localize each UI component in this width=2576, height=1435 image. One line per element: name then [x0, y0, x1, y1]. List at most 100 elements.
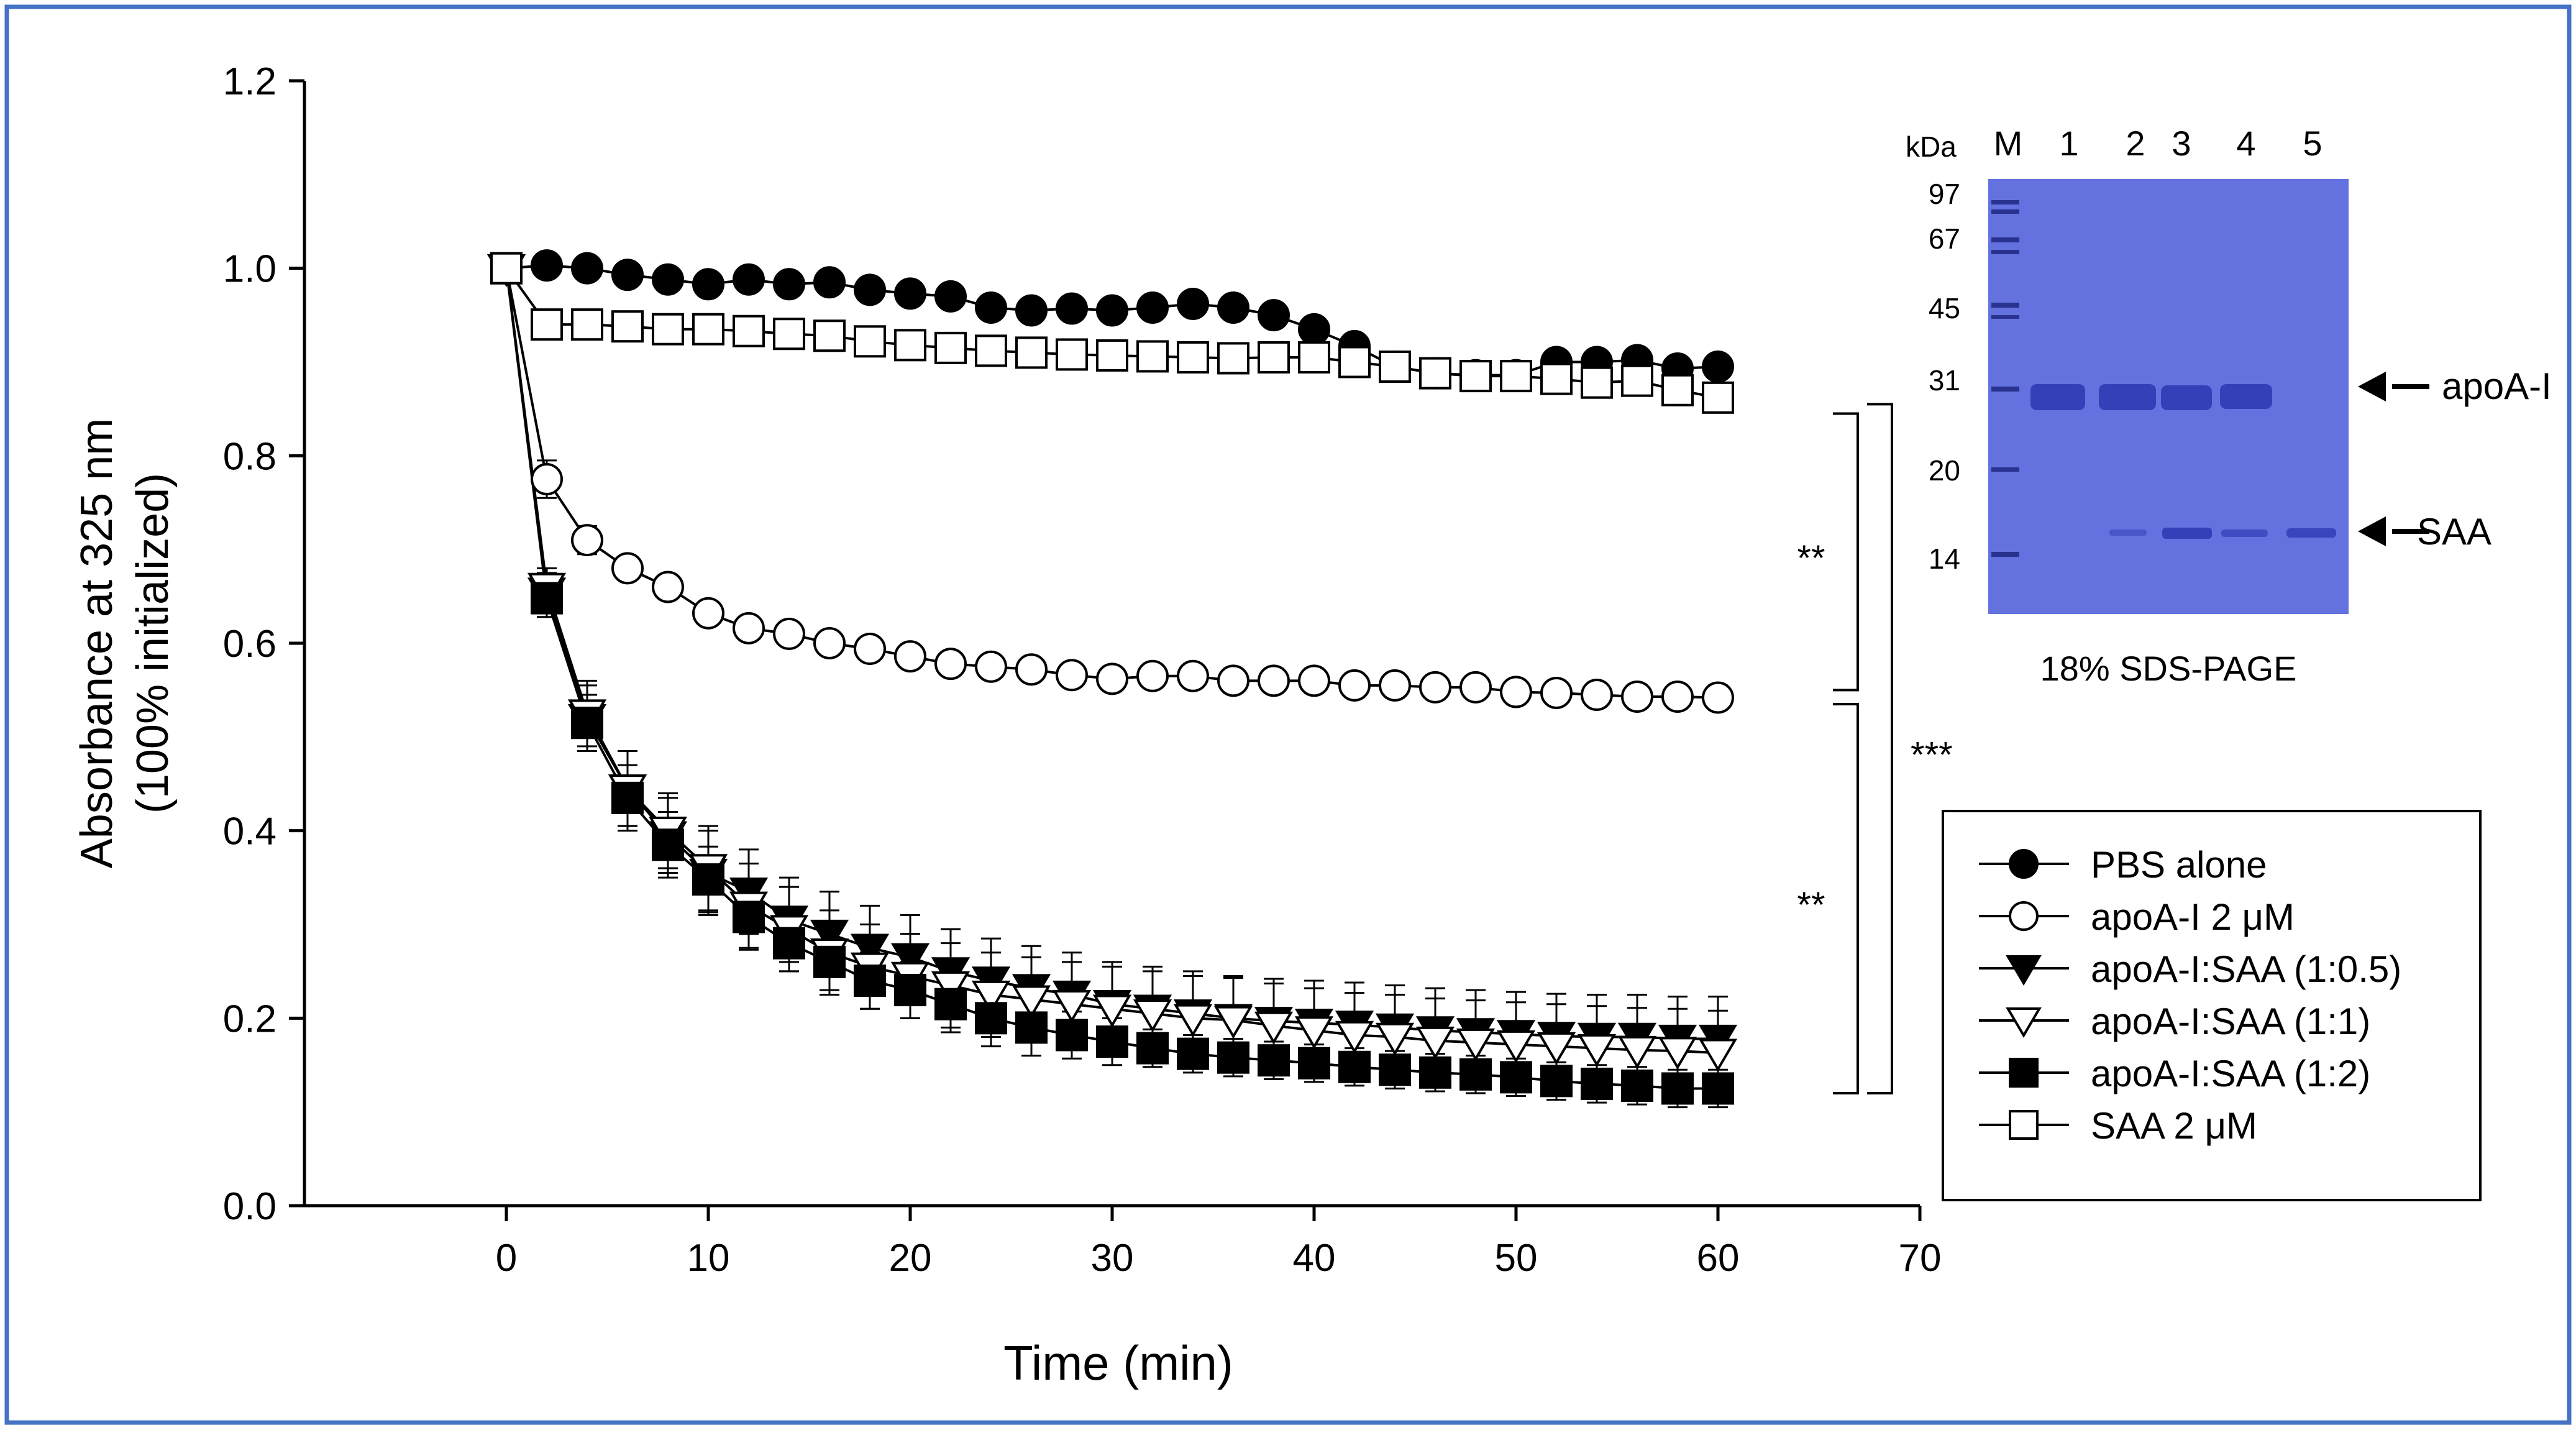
data-point-apoa-i-2-m	[1661, 680, 1694, 713]
data-point-apoa-i-saa-1-0-5	[850, 933, 890, 967]
gel-marker-14: 14	[1929, 543, 1960, 575]
gel-saa-bands	[2109, 528, 2336, 539]
gel-lane-label-m: M	[1994, 124, 2023, 163]
data-point-apoa-i-saa-1-0-5	[810, 919, 849, 953]
data-point-apoa-i-saa-1-1	[1496, 1030, 1536, 1063]
x-tick-label: 70	[1899, 1237, 1942, 1280]
data-point-saa-2-m	[1258, 341, 1290, 374]
significance-brackets: *******	[1797, 403, 1953, 1094]
data-point-apoa-i-2-m	[1621, 680, 1653, 713]
data-point-apoa-i-2-m	[1258, 664, 1290, 697]
data-point-apoa-i-saa-1-2	[531, 582, 563, 615]
gel-marker-ladder	[1991, 200, 2019, 557]
data-point-apoa-i-saa-1-2	[1338, 1050, 1371, 1083]
data-point-saa-2-m	[1581, 366, 1613, 399]
sds-page-inset: kDa M 1 2 3 4 5 97 67 45 31 20 14	[1906, 124, 2552, 688]
data-point-saa-2-m	[934, 331, 967, 364]
data-point-saa-2-m	[1702, 381, 1734, 414]
data-point-apoa-i-saa-1-2	[1581, 1067, 1613, 1100]
data-point-apoa-i-saa-1-2	[854, 965, 886, 997]
data-point-saa-2-m	[1459, 360, 1492, 393]
data-point-pbs-alone	[1177, 287, 1209, 320]
significance-bracket	[1867, 403, 1893, 1094]
data-point-apoa-i-2-m	[1217, 664, 1249, 697]
data-point-saa-2-m	[571, 308, 603, 341]
data-point-apoa-i-saa-1-2	[773, 927, 805, 960]
data-point-apoa-i-2-m	[1702, 681, 1734, 714]
gel-kda-label: kDa	[1906, 131, 1957, 163]
data-point-pbs-alone	[1136, 291, 1169, 324]
data-point-apoa-i-2-m	[773, 617, 805, 650]
data-point-pbs-alone	[1298, 313, 1330, 346]
data-point-apoa-i-saa-1-1	[1617, 1035, 1657, 1069]
data-point-apoa-i-2-m	[692, 597, 724, 630]
data-point-apoa-i-saa-1-2	[1621, 1069, 1653, 1102]
data-point-pbs-alone	[854, 273, 886, 306]
legend-label-pbs-alone: PBS alone	[2091, 844, 2267, 886]
data-point-apoa-i-saa-1-1	[1012, 985, 1051, 1019]
data-point-saa-2-m	[531, 308, 563, 341]
data-point-apoa-i-saa-1-2	[894, 974, 926, 1007]
data-point-saa-2-m	[1298, 341, 1330, 374]
significance-label: **	[1797, 538, 1825, 579]
data-point-apoa-i-saa-1-2	[611, 781, 644, 814]
significance-label: ***	[1911, 735, 1953, 776]
data-point-apoa-i-saa-1-2	[1379, 1053, 1411, 1086]
data-point-apoa-i-2-m	[1379, 669, 1411, 702]
data-point-apoa-i-2-m	[1015, 653, 1048, 686]
data-point-apoa-i-saa-1-2	[1015, 1011, 1048, 1044]
gel-lane-label-5: 5	[2303, 124, 2322, 163]
data-point-apoa-i-saa-1-1	[1092, 994, 1132, 1028]
data-point-apoa-i-saa-1-2	[692, 863, 724, 896]
data-point-apoa-i-saa-1-2	[733, 901, 765, 933]
data-point-apoa-i-saa-1-2	[1217, 1041, 1249, 1074]
legend-marker-apoa-i-2-m	[2009, 901, 2039, 931]
data-point-pbs-alone	[975, 291, 1007, 324]
data-point-apoa-i-saa-1-2	[571, 707, 603, 740]
data-point-apoa-i-saa-1-1	[1658, 1037, 1697, 1070]
data-point-apoa-i-2-m	[1056, 659, 1088, 692]
data-point-apoa-i-2-m	[1177, 659, 1209, 692]
y-tick-label: 0.0	[223, 1185, 276, 1228]
data-point-saa-2-m	[813, 319, 846, 352]
data-point-apoa-i-2-m	[733, 612, 765, 644]
data-point-pbs-alone	[571, 252, 603, 285]
data-point-apoa-i-2-m	[1136, 659, 1169, 692]
significance-bracket	[1833, 703, 1859, 1094]
data-point-apoa-i-saa-1-2	[1136, 1032, 1169, 1065]
data-point-apoa-i-2-m	[1338, 669, 1371, 702]
y-axis-label-line-2: (100% initialized)	[128, 473, 178, 814]
data-point-apoa-i-saa-1-1	[1254, 1011, 1294, 1045]
data-point-pbs-alone	[1096, 294, 1128, 327]
data-point-saa-2-m	[854, 325, 886, 358]
data-point-pbs-alone	[934, 280, 967, 313]
data-point-apoa-i-2-m	[934, 648, 967, 681]
data-point-apoa-i-2-m	[1419, 671, 1451, 704]
x-tick-label: 20	[889, 1237, 932, 1280]
data-point-pbs-alone	[652, 263, 684, 296]
data-point-apoa-i-saa-1-1	[1213, 1006, 1253, 1039]
y-axis-label-line-1: Absorbance at 325 nm	[72, 418, 122, 868]
data-point-apoa-i-2-m	[1096, 662, 1128, 695]
legend-label-apoa-i-saa-1-2: apoA-I:SAA (1:2)	[2091, 1053, 2370, 1094]
x-tick-label: 40	[1293, 1237, 1336, 1280]
data-point-apoa-i-2-m	[1540, 676, 1573, 709]
y-tick-label: 1.2	[223, 60, 276, 103]
gel-lane-label-4: 4	[2236, 124, 2255, 163]
data-point-apoa-i-2-m	[1459, 671, 1492, 704]
legend-label-apoa-i-saa-1-1: apoA-I:SAA (1:1)	[2091, 1001, 2370, 1042]
significance-bracket	[1833, 412, 1859, 692]
data-point-apoa-i-saa-1-2	[1258, 1044, 1290, 1077]
y-tick-label: 0.2	[223, 997, 276, 1040]
data-point-saa-2-m	[1338, 346, 1371, 378]
arrow-saa-icon	[2358, 516, 2429, 546]
x-axis-ticks: 0 10 20 30 40 50 60 70	[496, 1206, 1942, 1280]
data-point-saa-2-m	[975, 334, 1007, 367]
data-point-apoa-i-saa-1-2	[1540, 1065, 1573, 1098]
data-point-apoa-i-2-m	[1298, 664, 1330, 697]
data-point-saa-2-m	[1015, 336, 1048, 369]
legend: PBS alone apoA-I 2 μM apoA-I:SAA (1:0.5) ap…	[1942, 810, 2482, 1201]
legend-marker-apoa-i-saa-1-1	[2006, 1007, 2042, 1038]
y-tick-label: 1.0	[223, 248, 276, 291]
